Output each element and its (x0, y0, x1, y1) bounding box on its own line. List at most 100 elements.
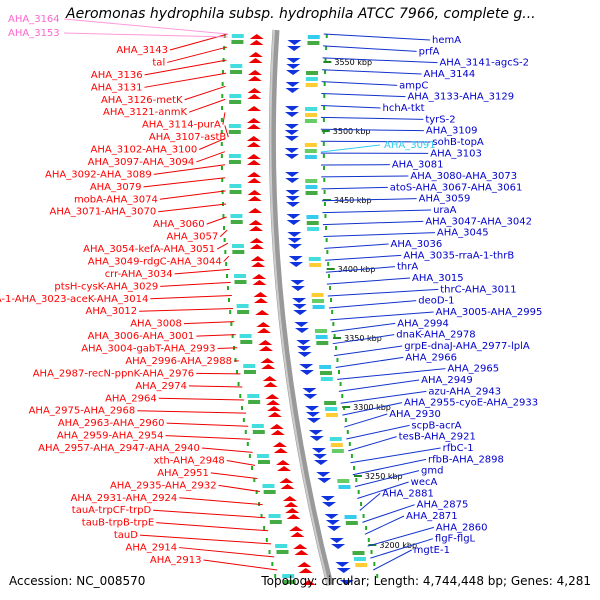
guide-dot (265, 538, 268, 542)
right-labels: hemAprfAAHA_3141-agcS-2AHA_3144ampCAHA_3… (382, 35, 542, 556)
gene-label-right: grpE-dnaJ-AHA_2977-lplA (404, 341, 530, 352)
gene-label-left: AHA_3071-AHA_3070 (50, 207, 157, 218)
guide-dot (346, 430, 349, 434)
right-label-line (322, 57, 438, 64)
feature-stripe (338, 485, 351, 489)
left-label-line (174, 268, 230, 275)
guide-dot (223, 34, 226, 38)
reverse-gene-arrow (313, 460, 328, 465)
gene-label-right: prfA (419, 46, 440, 57)
forward-gene-arrow (263, 382, 278, 387)
right-label-line (331, 322, 396, 333)
forward-gene-arrow (246, 136, 261, 141)
right-label-line (323, 45, 417, 52)
guide-dot (255, 490, 258, 494)
gene-label-left: AHA_3136 (91, 70, 143, 81)
reverse-gene-arrow (311, 448, 326, 453)
right-label-line (348, 436, 397, 452)
guide-dot (322, 142, 325, 146)
gene-label-right: AHA_2966 (405, 352, 457, 363)
guide-dot (220, 154, 223, 158)
gene-label-left: AHA_3102-AHA_3100 (91, 145, 198, 156)
reverse-gene-arrow (305, 412, 320, 417)
guide-dot (268, 550, 271, 554)
forward-gene-arrow (246, 142, 261, 147)
forward-gene-arrow (248, 70, 263, 75)
reverse-gene-arrow (288, 256, 303, 261)
gene-label-left: crr-AHA_3034 (105, 269, 173, 280)
forward-gene-arrow (249, 34, 264, 39)
guide-dot (373, 562, 376, 566)
guide-dot (332, 322, 335, 326)
guide-dot (360, 502, 363, 506)
gene-label-right: AHA_2955-cyoE-AHA_2933 (404, 398, 538, 409)
feature-stripe (240, 340, 253, 344)
feature-stripe (237, 310, 250, 314)
reverse-gene-arrow (327, 526, 342, 531)
forward-gene-arrow (290, 532, 305, 537)
feature-stripe (330, 443, 343, 447)
right-label-line (357, 481, 409, 500)
guide-dot (339, 382, 342, 386)
feature-stripe (319, 365, 332, 369)
pink-label-line (63, 18, 228, 35)
forward-gene-arrow (248, 208, 263, 213)
left-label-line (219, 229, 228, 237)
right-label-line (330, 311, 434, 321)
guide-dot (326, 250, 329, 254)
feature-stripe (268, 514, 281, 518)
feature-stripe (230, 64, 243, 68)
guide-dot (323, 82, 326, 86)
reverse-gene-arrow (303, 394, 318, 399)
feature-stripe (312, 299, 325, 303)
forward-gene-arrow (256, 328, 271, 333)
guide-dot (330, 298, 333, 302)
gene-label-right: AHA_3141-agcS-2 (439, 58, 529, 69)
forward-gene-arrow (285, 508, 300, 513)
feature-stripe (231, 40, 244, 44)
right-label-line (370, 538, 434, 559)
left-label-line (143, 177, 226, 188)
right-label-line (322, 69, 422, 75)
feature-tracks (220, 34, 379, 585)
reverse-gene-arrow (293, 310, 308, 315)
reverse-gene-arrow (287, 238, 302, 243)
right-label-line (364, 515, 405, 535)
feature-stripe (257, 460, 270, 464)
gene-label-left: AHA_3012 (86, 306, 138, 317)
right-label-line (334, 345, 403, 357)
feature-stripe (315, 335, 328, 339)
feature-stripe (305, 185, 318, 189)
reverse-gene-arrow (329, 538, 344, 543)
gene-label-left: AHA_2959-AHA_2954 (57, 431, 164, 442)
gene-label-right: AHA_3059 (419, 194, 471, 205)
left-label-line (153, 164, 226, 175)
guide-dot (331, 310, 334, 314)
guide-dot (323, 166, 326, 170)
feature-stripe (305, 77, 318, 81)
guide-dot (322, 154, 325, 158)
topology-text: Topology: circular; Length: 4,744,448 bp… (261, 574, 591, 588)
right-label-line (323, 232, 435, 237)
feature-stripe (324, 401, 337, 405)
feature-stripe (305, 191, 318, 195)
tick-label: 3300 kbp (353, 403, 391, 412)
left-label-line (137, 410, 247, 414)
forward-gene-arrow (248, 220, 263, 225)
feature-stripe (307, 35, 320, 39)
tick-label: 3200 kbp (379, 541, 417, 550)
guide-dot (220, 130, 223, 134)
gene-label-right: AHA_3005-AHA_2995 (436, 307, 543, 318)
left-label-line (165, 435, 251, 440)
gene-label-left: AHA_3092-AHA_3089 (45, 169, 152, 180)
gene-label-right: AHA_3133-AHA_3129 (407, 92, 514, 103)
guide-dot (230, 322, 233, 326)
genome-backbone (268, 29, 334, 586)
feature-stripe (229, 190, 242, 194)
left-label-line (139, 308, 234, 312)
left-label-line (166, 422, 249, 427)
guide-dot (325, 46, 328, 50)
forward-gene-arrow (265, 394, 280, 399)
gene-label-cyan: AHA_3091 (384, 140, 436, 151)
